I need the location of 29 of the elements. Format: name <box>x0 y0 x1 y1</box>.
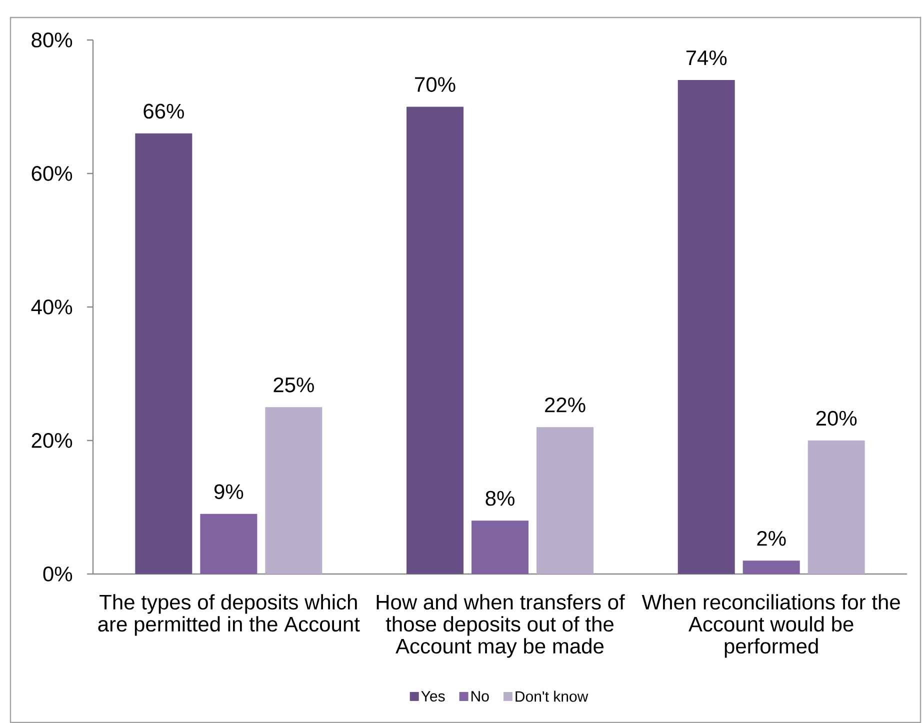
data-label: 22% <box>545 397 586 412</box>
bar <box>742 560 800 574</box>
data-label: 20% <box>816 410 857 426</box>
data-label: 74% <box>686 50 727 66</box>
x-tick-label: When reconciliations for the Account would be performed <box>642 594 900 658</box>
bar <box>472 520 529 574</box>
data-label: 8% <box>486 490 514 506</box>
y-tick-label: 20% <box>32 433 72 448</box>
bar <box>536 427 594 574</box>
data-label: 2% <box>757 530 786 546</box>
data-label: 25% <box>274 377 314 392</box>
data-label: 66% <box>144 104 184 119</box>
x-tick-label: The types of deposits which are permitted in the Account <box>98 594 360 636</box>
x-tick-label: How and when transfers of those deposits out of the Account may be made <box>376 594 625 658</box>
bar <box>406 106 464 574</box>
bar <box>135 133 192 574</box>
bar <box>265 407 322 574</box>
data-label: 70% <box>415 77 456 92</box>
bar <box>678 80 735 574</box>
bar <box>808 440 865 574</box>
y-tick-label: 40% <box>31 300 72 314</box>
legend-label: No <box>472 691 489 702</box>
y-tick-label: 80% <box>32 32 72 48</box>
data-label: 9% <box>214 484 244 500</box>
legend-label: Yes <box>421 691 445 702</box>
y-tick-label: 60% <box>32 166 72 181</box>
legend-label: Don't know <box>516 690 588 702</box>
y-tick-label: 0% <box>43 566 72 582</box>
bar <box>200 514 258 574</box>
